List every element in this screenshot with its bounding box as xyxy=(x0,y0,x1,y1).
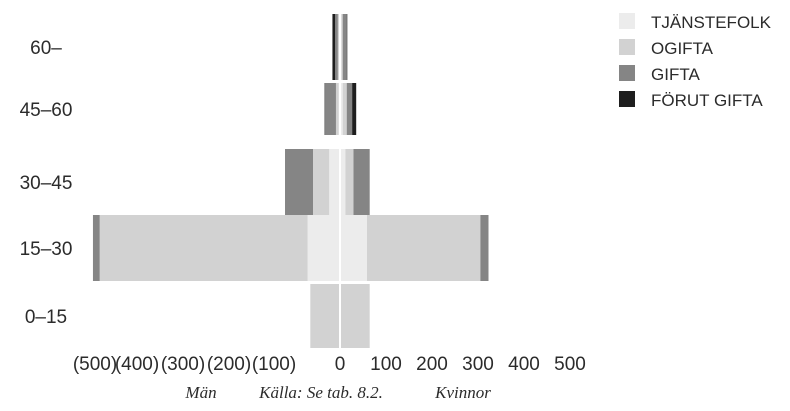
footer-right-label: Kvinnor xyxy=(434,383,491,402)
bar-men-forut_gifta-4 xyxy=(332,14,336,80)
bars-group xyxy=(92,14,489,350)
bar-men-gifta-3 xyxy=(325,83,336,135)
bar-men-forut_gifta-3 xyxy=(324,83,326,135)
x-tick-label-8: 300 xyxy=(462,354,494,375)
y-tick-label-4: 60– xyxy=(30,38,62,59)
y-tick-label-3: 45–60 xyxy=(20,100,73,121)
y-tick-label-2: 30–45 xyxy=(20,173,73,194)
legend-label-3: FÖRUT GIFTA xyxy=(651,91,763,110)
bar-men-tjanstefolk-2 xyxy=(329,149,340,215)
x-tick-label-9: 400 xyxy=(508,354,540,375)
bar-women-ogifta-2 xyxy=(345,149,354,215)
bar-men-ogifta-1 xyxy=(99,215,308,281)
x-tick-label-0: (500) xyxy=(73,354,117,375)
x-tick-label-7: 200 xyxy=(416,354,448,375)
x-tick-label-2: (300) xyxy=(161,354,205,375)
bar-women-forut_gifta-3 xyxy=(352,83,357,135)
bar-men-gifta-1 xyxy=(92,215,100,281)
bar-men-ogifta-3 xyxy=(335,83,339,135)
bar-women-gifta-1 xyxy=(480,215,489,281)
legend-label-2: GIFTA xyxy=(651,65,700,84)
bar-women-gifta-2 xyxy=(353,149,370,215)
x-tick-label-5: 0 xyxy=(335,354,346,375)
bar-women-ogifta-4 xyxy=(341,14,343,80)
bar-women-ogifta-0 xyxy=(340,284,370,348)
legend-swatch-2 xyxy=(619,65,635,81)
footer-source-label: Källa: Se tab. 8.2. xyxy=(258,383,383,402)
bar-women-gifta-4 xyxy=(342,14,347,80)
legend-label-1: OGIFTA xyxy=(651,39,714,58)
bar-women-ogifta-3 xyxy=(342,83,347,135)
y-tick-labels: 0–15 15–30 30–45 45–60 60– xyxy=(20,38,73,328)
legend: TJÄNSTEFOLK OGIFTA GIFTA FÖRUT GIFTA xyxy=(619,13,772,110)
x-tick-labels: (500)(400) (300) (200) (100) 0 100 200 300 400 50… xyxy=(73,354,586,375)
bar-women-gifta-3 xyxy=(346,83,353,135)
legend-swatch-0 xyxy=(619,13,635,29)
bar-women-tjanstefolk-2 xyxy=(340,149,346,215)
legend-swatch-1 xyxy=(619,39,635,55)
bar-women-tjanstefolk-3 xyxy=(340,83,343,135)
y-tick-label-1: 15–30 xyxy=(20,239,73,260)
y-tick-label-0: 0–15 xyxy=(25,307,67,328)
footer-left-label: Män xyxy=(184,383,216,402)
bar-men-gifta-2 xyxy=(286,149,313,215)
x-tick-label-1: (400) xyxy=(115,354,159,375)
bar-men-gifta-4 xyxy=(335,14,338,80)
bar-women-tjanstefolk-1 xyxy=(340,215,367,281)
bar-women-ogifta-1 xyxy=(367,215,481,281)
bar-men-forut_gifta-2 xyxy=(285,149,286,215)
x-tick-label-4: (100) xyxy=(252,354,296,375)
bar-men-tjanstefolk-1 xyxy=(307,215,340,281)
bar-women-forut_gifta-4 xyxy=(346,14,348,80)
x-tick-label-6: 100 xyxy=(370,354,402,375)
bar-men-ogifta-4 xyxy=(337,14,340,80)
legend-swatch-3 xyxy=(619,91,635,107)
x-tick-label-3: (200) xyxy=(207,354,251,375)
center-divider xyxy=(339,14,341,350)
bar-men-ogifta-0 xyxy=(310,284,340,348)
bar-men-ogifta-2 xyxy=(313,149,330,215)
legend-label-0: TJÄNSTEFOLK xyxy=(651,13,772,32)
x-tick-label-10: 500 xyxy=(554,354,586,375)
